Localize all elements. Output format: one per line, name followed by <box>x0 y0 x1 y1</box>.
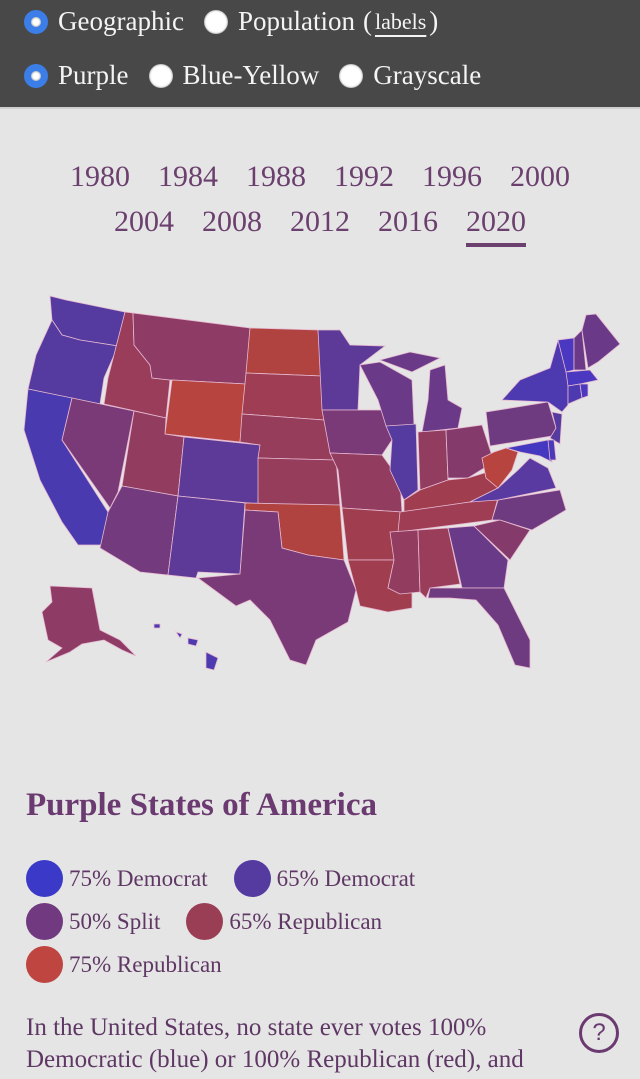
state-connecticut[interactable] <box>567 383 583 405</box>
state-maine[interactable] <box>581 313 621 369</box>
legend-label: 75% Democrat <box>69 865 208 891</box>
legend: 75% Democrat 65% Democrat 50% Split 65% … <box>26 857 441 986</box>
year-link-2016[interactable]: 2016 <box>378 205 438 238</box>
state-michigan-up[interactable] <box>378 351 442 373</box>
state-oregon[interactable] <box>27 319 119 405</box>
legend-swatch-icon <box>26 946 63 983</box>
radio-unselected-icon[interactable] <box>339 63 364 88</box>
state-pennsylvania[interactable] <box>485 401 557 447</box>
year-link-1992[interactable]: 1992 <box>334 160 394 193</box>
radio-label: Blue-Yellow <box>182 60 320 90</box>
legend-title: Purple States of America <box>26 787 377 823</box>
state-new-mexico[interactable] <box>167 495 246 579</box>
states <box>23 295 621 671</box>
year-link-2004[interactable]: 2004 <box>114 205 174 238</box>
state-west-virginia[interactable] <box>481 447 519 489</box>
legend-label: 75% Republican <box>69 951 222 977</box>
radio-label: Population <box>237 6 355 36</box>
state-south-carolina[interactable] <box>473 519 531 561</box>
legend-swatch-icon <box>26 860 63 897</box>
description-text: In the United States, no state ever vote… <box>26 1014 524 1073</box>
state-virginia[interactable] <box>469 457 557 503</box>
legend-swatch-icon <box>233 860 271 897</box>
color-scheme-group: Purple Blue-Yellow Grayscale <box>24 60 501 91</box>
state-nevada[interactable] <box>61 397 135 509</box>
legend-item-50-split: 50% Split <box>26 903 160 940</box>
state-kansas[interactable] <box>257 457 341 506</box>
year-link-1984[interactable]: 1984 <box>158 160 218 193</box>
legend-item-75-democrat: 75% Democrat <box>26 860 208 897</box>
state-massachusetts[interactable] <box>565 369 599 387</box>
radio-label: Grayscale <box>373 60 482 90</box>
state-georgia[interactable] <box>447 525 509 589</box>
year-link-2008[interactable]: 2008 <box>202 205 262 238</box>
us-election-map <box>23 295 621 671</box>
year-link-2000[interactable]: 2000 <box>510 160 570 193</box>
legend-swatch-icon <box>186 903 224 940</box>
year-link-2012[interactable]: 2012 <box>290 205 350 238</box>
legend-item-65-democrat: 65% Democrat <box>233 860 416 897</box>
paren-close: ) <box>429 6 439 36</box>
year-link-1988[interactable]: 1988 <box>246 160 306 193</box>
state-north-dakota[interactable] <box>245 327 323 377</box>
state-south-dakota[interactable] <box>241 372 325 421</box>
radio-selected-icon[interactable] <box>24 9 48 34</box>
radio-selected-icon[interactable] <box>24 63 48 88</box>
year-selector-row-1: 1980 1984 1988 1992 1996 2000 <box>0 160 640 198</box>
paren-open: ( <box>362 6 372 36</box>
legend-label: 50% Split <box>69 908 161 934</box>
legend-item-65-republican: 65% Republican <box>186 903 382 940</box>
labels-link[interactable]: labels <box>374 8 427 34</box>
state-hawaii-islands[interactable] <box>153 623 199 647</box>
legend-label: 65% Democrat <box>276 865 416 891</box>
year-selector-row-2: 2004 2008 2012 2016 2020 <box>0 205 640 247</box>
radio-unselected-icon[interactable] <box>148 63 173 88</box>
state-indiana[interactable] <box>417 429 449 491</box>
state-florida[interactable] <box>427 587 531 669</box>
state-hawaii-big[interactable] <box>205 651 219 671</box>
radio-label: Geographic <box>58 6 184 36</box>
year-link-2020-selected[interactable]: 2020 <box>466 205 526 247</box>
radio-label: Purple <box>58 60 129 90</box>
view-mode-group: Geographic Population ( labels ) <box>24 6 458 37</box>
state-maryland[interactable] <box>505 439 553 463</box>
radio-unselected-icon[interactable] <box>203 9 228 34</box>
state-alaska[interactable] <box>41 585 137 663</box>
radio-blue-yellow[interactable]: Blue-Yellow <box>148 60 320 91</box>
state-iowa[interactable] <box>321 409 393 456</box>
state-wyoming[interactable] <box>164 379 247 443</box>
state-new-jersey[interactable] <box>549 411 563 445</box>
radio-geographic[interactable]: Geographic <box>24 6 184 37</box>
state-texas[interactable] <box>196 509 357 666</box>
options-bar: Geographic Population ( labels ) Purple … <box>0 0 640 109</box>
legend-label: 65% Republican <box>229 908 383 934</box>
state-rhode-island[interactable] <box>579 383 589 399</box>
year-link-1980[interactable]: 1980 <box>70 160 130 193</box>
state-delaware[interactable] <box>547 439 557 461</box>
radio-grayscale[interactable]: Grayscale <box>339 60 481 91</box>
radio-purple[interactable]: Purple <box>24 60 129 91</box>
state-colorado[interactable] <box>177 436 261 505</box>
legend-item-75-republican: 75% Republican <box>26 946 222 983</box>
state-new-york[interactable] <box>501 339 569 413</box>
state-michigan[interactable] <box>421 364 463 433</box>
radio-population[interactable]: Population ( labels ) <box>203 6 439 37</box>
state-ohio[interactable] <box>445 424 495 479</box>
year-link-1996[interactable]: 1996 <box>422 160 482 193</box>
legend-swatch-icon <box>26 903 63 940</box>
help-question-icon[interactable]: ? <box>579 1013 619 1053</box>
